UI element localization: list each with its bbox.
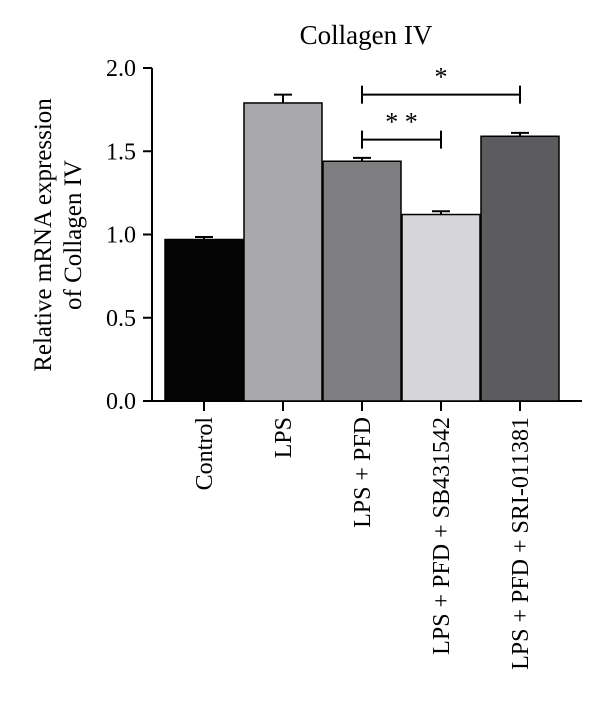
- y-tick-label: 0.5: [106, 306, 136, 332]
- y-tick-label: 1.0: [106, 223, 136, 249]
- chart-title: Collagen IV: [300, 20, 433, 50]
- y-tick-label: 0.0: [106, 389, 136, 415]
- x-tick-label: Control: [192, 417, 218, 491]
- y-tick-label: 1.5: [106, 139, 136, 165]
- bar: [480, 135, 560, 402]
- y-axis-label-line-2: of Collagen IV: [60, 160, 87, 310]
- x-tick-label: LPS: [271, 417, 297, 458]
- y-tick-label: 2.0: [106, 56, 136, 82]
- significance-label: * *: [385, 108, 418, 137]
- bar: [243, 102, 323, 402]
- bar: [322, 160, 402, 402]
- plot-area: 0.0 0.5 1.0 1.5 2.0 Control LPS LPS + PFD LPS + …: [106, 56, 582, 670]
- significance-label: *: [435, 63, 448, 92]
- y-axis-label-line-1: Relative mRNA expression: [30, 98, 57, 372]
- x-tick-label: LPS + PFD + SRI-011381: [508, 417, 534, 670]
- bar: [401, 213, 481, 402]
- x-tick-label: LPS + PFD: [350, 417, 376, 528]
- bar: [164, 238, 244, 402]
- x-tick-label: LPS + PFD + SB431542: [429, 417, 455, 655]
